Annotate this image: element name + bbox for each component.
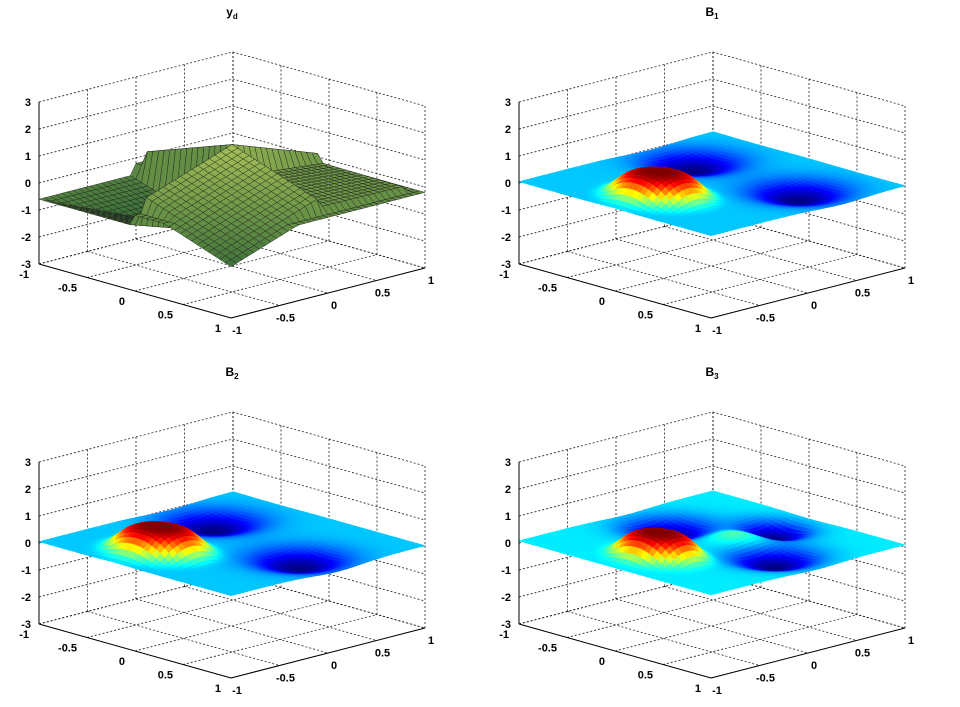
- z-tick-label: 0: [505, 178, 511, 190]
- grid-line-y-floor: [88, 612, 280, 666]
- title-main: B: [705, 5, 714, 19]
- y-tick-label: 1: [908, 275, 914, 287]
- z-tick-label: 0: [25, 178, 31, 190]
- title-subscript: 1: [714, 12, 719, 21]
- z-tick-label: -2: [21, 232, 31, 244]
- z-tick-label: -1: [501, 205, 511, 217]
- grid-line-x-floor: [183, 615, 377, 665]
- x-tick-label: 0: [119, 296, 125, 308]
- subplot-title: yd: [226, 5, 238, 21]
- y-tick-label: -1: [232, 325, 242, 337]
- z-tick-label: 3: [25, 97, 31, 109]
- grid-line-x-floor: [615, 241, 809, 291]
- z-tick-label: 3: [505, 97, 511, 109]
- x-tick-label: 1: [695, 323, 701, 335]
- grid-line-x-floor: [183, 255, 377, 305]
- axis-line: [231, 268, 425, 318]
- x-tick-label: -0.5: [58, 283, 77, 295]
- y-tick-label: -0.5: [756, 313, 775, 325]
- y-tick-label: 0: [811, 300, 817, 312]
- z-tick-label: 1: [25, 151, 31, 163]
- y-tick-label: -1: [712, 325, 722, 337]
- grid-line-x-floor: [135, 601, 329, 651]
- x-tick-label: 0.5: [158, 310, 173, 322]
- grid-line-x-floor: [663, 255, 857, 305]
- title-subscript: d: [233, 12, 238, 21]
- y-tick-label: -0.5: [276, 313, 295, 325]
- z-tick-label: -2: [501, 232, 511, 244]
- y-tick-label: 0.5: [855, 288, 870, 300]
- grid-line-y-floor: [568, 252, 760, 306]
- y-tick-label: 0: [331, 300, 337, 312]
- z-tick-label: -1: [21, 205, 31, 217]
- subplot-title: B1: [705, 5, 719, 21]
- z-tick-label: 2: [505, 124, 511, 136]
- grid-line-y-floor: [88, 252, 280, 306]
- y-tick-label: 1: [428, 275, 434, 287]
- axis-line: [711, 268, 905, 318]
- x-tick-label: 0: [599, 296, 605, 308]
- x-tick-label: -1: [499, 269, 509, 281]
- y-tick-label: 0.5: [375, 288, 390, 300]
- x-tick-label: -1: [19, 269, 29, 281]
- x-tick-label: -0.5: [538, 283, 557, 295]
- x-tick-label: 0.5: [638, 310, 653, 322]
- z-tick-label: 2: [25, 124, 31, 136]
- x-tick-label: 1: [215, 323, 221, 335]
- z-tick-label: 1: [505, 151, 511, 163]
